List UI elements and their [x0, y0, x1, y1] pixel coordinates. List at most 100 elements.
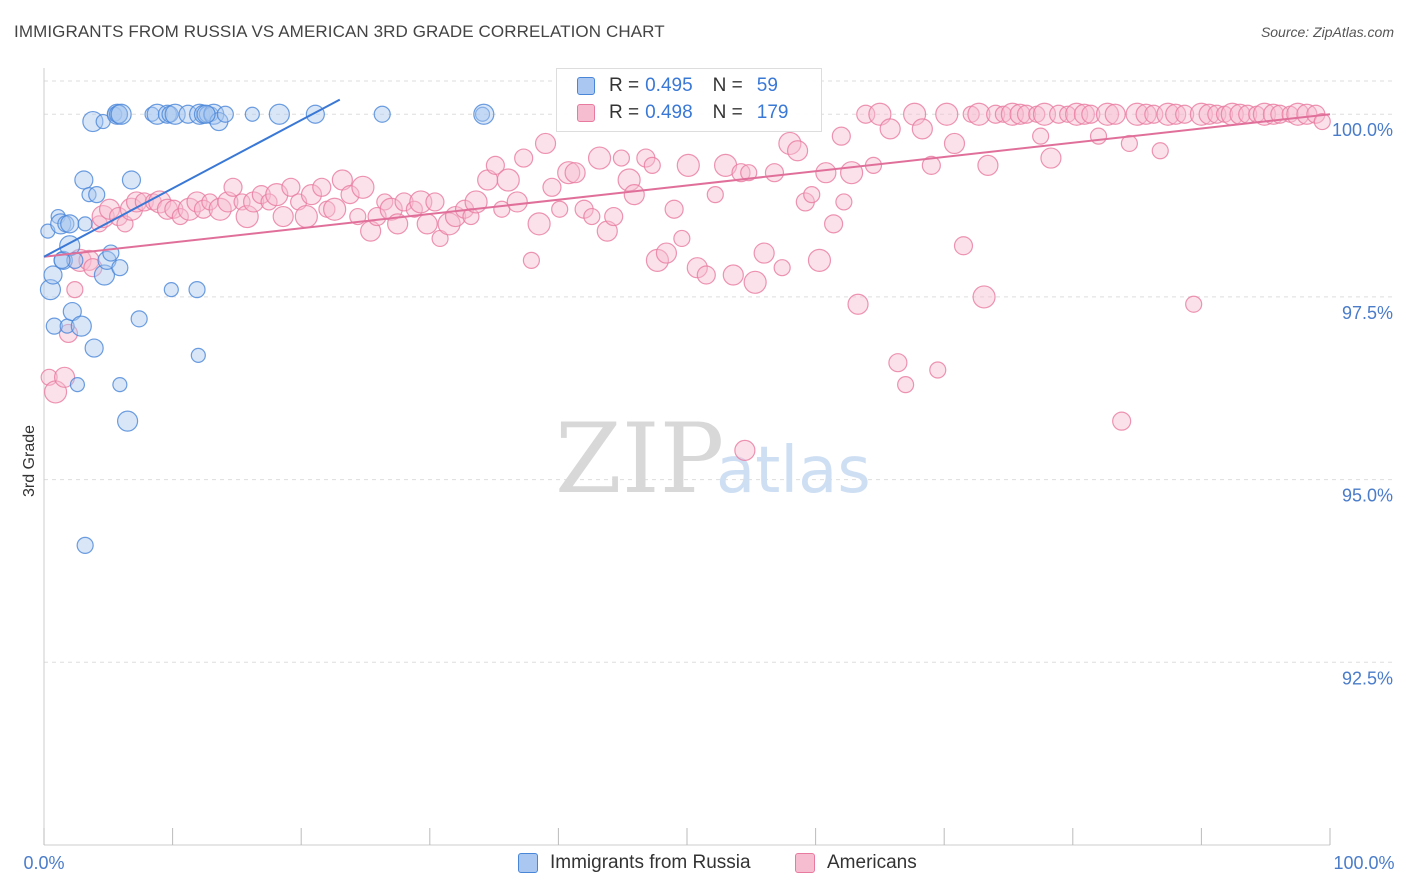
data-point [879, 118, 901, 140]
watermark-atlas: atlas [716, 434, 871, 508]
data-point [111, 259, 129, 277]
data-point [831, 126, 851, 146]
data-point [312, 177, 332, 197]
source-label: Source: ZipAtlas.com [1260, 24, 1394, 40]
data-point [1040, 147, 1062, 169]
data-point [60, 214, 80, 234]
data-point [753, 242, 775, 264]
data-point [527, 212, 551, 236]
data-point [1151, 142, 1169, 160]
data-point [1009, 103, 1031, 125]
data-point [596, 220, 618, 242]
data-point [186, 191, 208, 213]
data-point [196, 104, 216, 124]
data-point [743, 270, 767, 294]
data-point [190, 347, 206, 363]
data-point [921, 155, 941, 175]
data-point [294, 204, 318, 229]
data-point [1252, 102, 1277, 126]
data-point [664, 199, 684, 219]
data-point [1198, 103, 1220, 125]
data-point [473, 103, 495, 125]
data-point [43, 265, 63, 285]
stats-row-americans: R = 0.498 N = 179 [577, 100, 808, 126]
data-point [351, 175, 375, 199]
data-point [474, 106, 491, 122]
data-point [93, 264, 116, 286]
data-point [1112, 411, 1132, 431]
data-point [300, 184, 323, 206]
data-point [116, 410, 139, 432]
stats-legend: R = 0.495 N = 59 R = 0.498 N = 179 [556, 68, 822, 132]
data-point [1081, 104, 1101, 124]
data-point [564, 162, 586, 184]
data-point [604, 206, 624, 227]
data-point [146, 103, 168, 125]
x-ticks [43, 828, 1331, 845]
data-point [74, 170, 94, 190]
data-point [216, 105, 234, 123]
data-point [773, 259, 791, 277]
data-point [244, 106, 260, 122]
data-point [972, 285, 996, 309]
legend-item-americans[interactable]: Americans [795, 852, 917, 874]
data-point [786, 140, 809, 162]
data-point [696, 265, 716, 285]
data-point [70, 315, 92, 337]
data-point [243, 191, 265, 213]
russia-legend-swatch [518, 853, 538, 873]
watermark-zip: ZIP [555, 403, 724, 515]
data-point [1313, 112, 1331, 131]
data-point [722, 264, 744, 286]
data-point [943, 132, 966, 155]
y-tick-labels: 100.0% 97.5% 95.0% 92.5% [1332, 120, 1393, 688]
watermark: ZIP atlas [555, 403, 871, 515]
data-point [163, 282, 179, 298]
data-point [534, 132, 557, 155]
data-point [409, 190, 433, 214]
data-point [673, 229, 691, 248]
data-point [340, 185, 360, 205]
data-point [1049, 104, 1069, 124]
americans-legend-swatch [795, 853, 815, 873]
data-point [506, 191, 528, 213]
data-point [1189, 102, 1214, 126]
data-point [764, 163, 785, 183]
data-point [272, 205, 294, 228]
y-tick-label: 100.0% [1332, 120, 1393, 140]
r-value-russia: 0.495 [645, 75, 693, 96]
x-tick-label-min: 0.0% [23, 853, 64, 873]
data-point [994, 105, 1012, 123]
data-point [1032, 127, 1050, 145]
data-point [643, 156, 661, 174]
data-point [110, 103, 132, 125]
data-point [655, 242, 678, 264]
y-axis-title: 3rd Grade [4, 425, 54, 497]
data-point [803, 186, 821, 204]
y-tick-label: 97.5% [1342, 303, 1393, 323]
data-point [1065, 102, 1089, 126]
pink-points [40, 102, 1331, 461]
data-point [130, 310, 148, 328]
data-point [84, 338, 104, 358]
n-value-americans: 179 [756, 102, 789, 123]
data-point [778, 131, 802, 156]
stats-row-russia: R = 0.495 N = 59 [577, 73, 798, 99]
data-point [1185, 295, 1203, 313]
americans-swatch [577, 104, 595, 122]
data-point [77, 216, 93, 232]
russia-swatch [577, 77, 595, 95]
data-point [897, 376, 915, 394]
data-point [847, 293, 869, 315]
data-point [425, 192, 445, 212]
data-point [903, 102, 927, 126]
data-point [807, 248, 832, 272]
data-point [1156, 102, 1180, 126]
data-point [1000, 102, 1024, 126]
data-point [835, 193, 853, 211]
data-point [514, 148, 534, 168]
data-point [967, 102, 991, 126]
data-point [840, 161, 864, 185]
legend-item-russia[interactable]: Immigrants from Russia [518, 852, 751, 874]
